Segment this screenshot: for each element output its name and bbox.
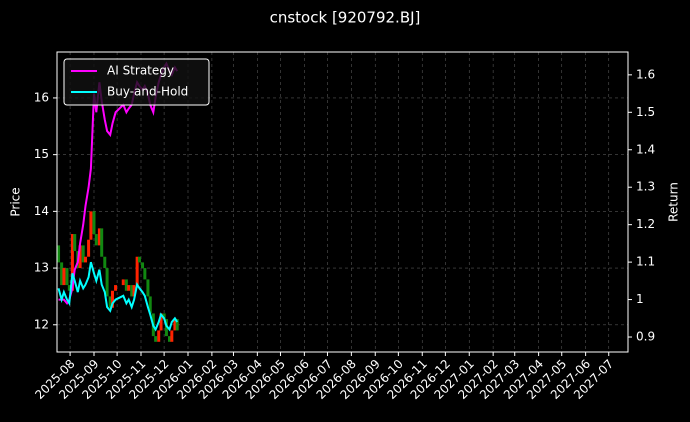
y2-tick-label: 1.1	[636, 255, 655, 269]
y-axis-label: Price	[9, 187, 23, 216]
candle	[121, 279, 125, 286]
line	[57, 261, 179, 332]
candle	[141, 262, 145, 269]
y2-tick-label: 1.6	[636, 67, 655, 81]
legend-label: Buy-and-Hold	[107, 85, 188, 99]
y2-tick-label: 0.9	[636, 330, 655, 344]
y2-tick-label: 1.5	[636, 105, 655, 119]
chart-title: cnstock [920792.BJ]	[270, 9, 421, 27]
legend-label: AI Strategy	[107, 64, 174, 78]
y2-tick-label: 1	[636, 292, 644, 306]
candle	[159, 313, 163, 331]
y2-tick-label: 1.3	[636, 180, 655, 194]
candle	[100, 228, 104, 257]
candle	[70, 234, 74, 291]
candle	[135, 256, 139, 286]
candle	[148, 296, 152, 314]
candle	[81, 245, 85, 263]
candle	[146, 279, 150, 297]
candle	[162, 313, 166, 320]
candle	[57, 245, 61, 263]
candle	[154, 336, 158, 342]
candle	[67, 285, 71, 291]
candle	[173, 319, 177, 331]
y2-tick-label: 1.2	[636, 217, 655, 231]
candle	[143, 268, 147, 280]
candle	[89, 211, 93, 240]
candle	[87, 239, 91, 257]
candle	[132, 285, 136, 297]
candle	[124, 279, 128, 291]
candle	[114, 285, 118, 291]
y-tick-label: 16	[34, 90, 49, 104]
legend-box	[63, 58, 210, 106]
y2-axis-label: Return	[667, 182, 681, 222]
candle	[110, 290, 114, 308]
candle	[127, 285, 131, 291]
candle	[157, 330, 161, 342]
candle	[108, 296, 112, 308]
candle	[130, 285, 134, 297]
candle	[175, 319, 179, 331]
candle	[164, 319, 168, 337]
candle	[103, 256, 107, 269]
candle	[73, 234, 77, 252]
candle	[92, 211, 96, 235]
candle	[78, 245, 82, 269]
candle	[84, 256, 88, 263]
plot-frame	[56, 51, 629, 353]
y-tick-label: 12	[34, 317, 49, 331]
y2-tick-label: 1.4	[636, 142, 655, 156]
y-tick-label: 14	[34, 204, 49, 218]
candle	[62, 268, 66, 286]
y-tick-label: 13	[34, 261, 49, 275]
candle	[97, 228, 101, 246]
candle	[137, 256, 141, 263]
candle	[170, 330, 174, 342]
candle	[60, 262, 64, 286]
candle	[105, 268, 109, 297]
candle	[94, 234, 98, 246]
candle	[168, 336, 172, 342]
candle	[65, 268, 69, 286]
y-tick-label: 15	[34, 147, 49, 161]
